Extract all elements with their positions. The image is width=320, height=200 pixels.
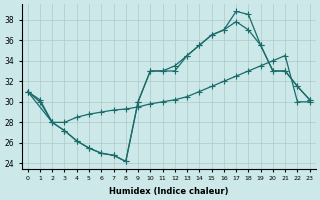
X-axis label: Humidex (Indice chaleur): Humidex (Indice chaleur) bbox=[109, 187, 228, 196]
